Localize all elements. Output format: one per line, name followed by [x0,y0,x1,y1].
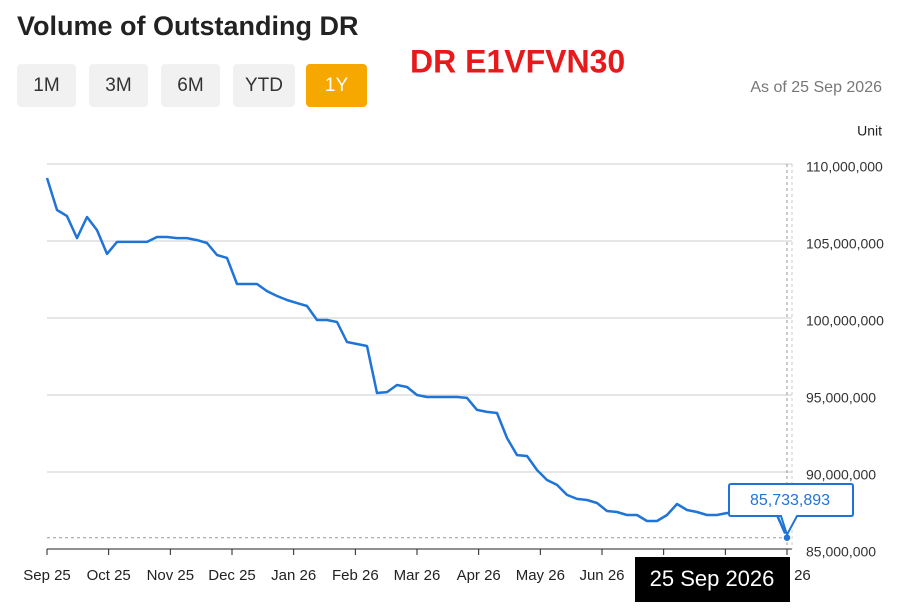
range-button-label[interactable]: 3M [105,75,131,96]
x-tick-label: Apr 26 [457,567,501,584]
x-tick-label: Mar 26 [394,567,441,584]
range-button[interactable] [17,64,76,107]
value-tooltip [728,483,854,538]
y-tick-label: 110,000,000 [806,159,883,175]
x-tick-label: Oct 25 [87,567,131,584]
range-button-label[interactable]: 6M [177,75,203,96]
y-tick-label: 95,000,000 [806,390,876,406]
value-tooltip-label: 85,733,893 [750,492,830,509]
range-button[interactable] [89,64,148,107]
range-button-label[interactable]: YTD [245,75,283,96]
x-tick-label: Nov 25 [147,567,195,584]
range-button[interactable] [306,64,367,107]
range-button-label[interactable]: 1Y [325,75,349,96]
x-tick-label: Jun 26 [579,567,624,584]
x-tick-label: Dec 25 [208,567,256,584]
y-tick-label: 100,000,000 [806,313,884,329]
range-button-label[interactable]: 1M [33,75,59,96]
unit-label: Unit [857,123,882,139]
chart-subtitle: DR E1VFVN30 [410,43,625,79]
range-button[interactable] [161,64,220,107]
x-tick-label: Feb 26 [332,567,379,584]
range-button[interactable] [233,64,295,107]
chart-title: Volume of Outstanding DR [17,11,358,41]
data-line [45,177,789,539]
date-tooltip [635,557,790,602]
x-tick-label: May 26 [516,567,565,584]
date-tooltip-label: 25 Sep 2026 [650,566,775,591]
as-of-date: As of 25 Sep 2026 [750,79,882,96]
y-tick-label: 105,000,000 [806,236,884,252]
x-tick-label: Sep 25 [23,567,71,584]
x-tick-label: Jan 26 [271,567,316,584]
y-tick-label: 85,000,000 [806,544,876,560]
y-tick-label: 90,000,000 [806,467,876,483]
